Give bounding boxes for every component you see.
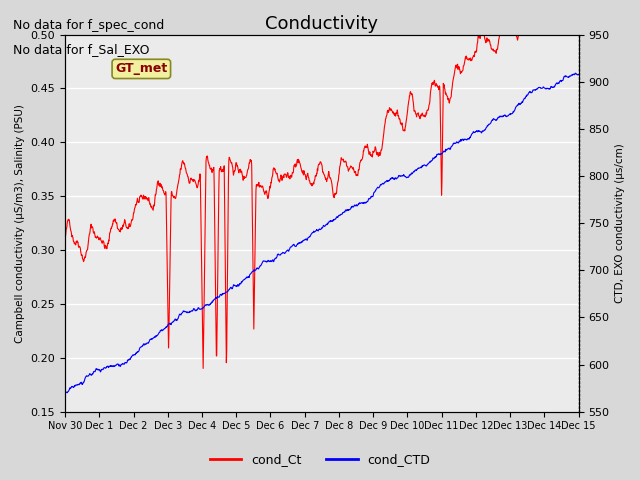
Text: GT_met: GT_met bbox=[115, 62, 168, 75]
Y-axis label: Campbell conductivity (µS/m3), Salinity (PSU): Campbell conductivity (µS/m3), Salinity … bbox=[15, 104, 25, 343]
Title: Conductivity: Conductivity bbox=[266, 15, 378, 33]
Text: No data for f_Sal_EXO: No data for f_Sal_EXO bbox=[13, 43, 149, 56]
Y-axis label: CTD, EXO conductivity (µs/cm): CTD, EXO conductivity (µs/cm) bbox=[615, 143, 625, 303]
Text: No data for f_spec_cond: No data for f_spec_cond bbox=[13, 19, 164, 32]
Legend: cond_Ct, cond_CTD: cond_Ct, cond_CTD bbox=[205, 448, 435, 471]
